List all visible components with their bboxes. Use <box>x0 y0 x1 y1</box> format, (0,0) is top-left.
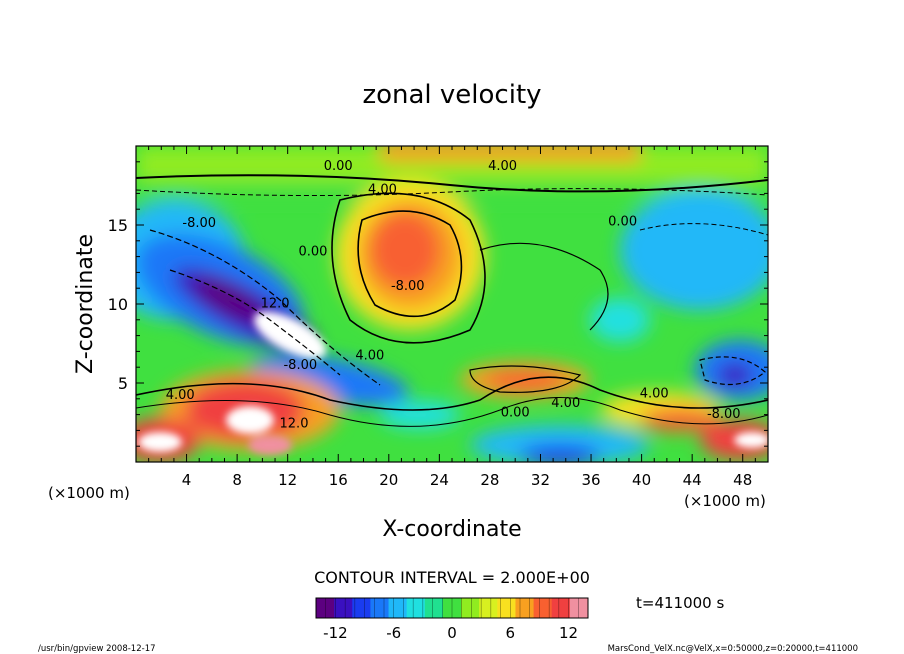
colorbar-swatch <box>424 598 444 618</box>
contour-label: 4.00 <box>551 396 580 411</box>
x-tick-label: 8 <box>232 471 242 489</box>
plot-area: 0.00 4.00 4.00 -8.00 0.00 -8.00 0.00 12.0 -8.00 4… <box>136 146 768 462</box>
colorbar-swatch <box>479 598 498 618</box>
y-tick-label: 15 <box>108 216 128 235</box>
chart-title: zonal velocity <box>362 80 541 110</box>
colorbar-swatch <box>334 598 353 618</box>
contour-label: -8.00 <box>283 358 317 373</box>
y-tick-label: 5 <box>118 374 128 393</box>
contour-labels: 0.00 4.00 4.00 -8.00 0.00 -8.00 0.00 12.0 -8.00 4… <box>166 159 741 432</box>
footer-left: /usr/bin/gpview 2008-12-17 <box>38 644 156 654</box>
colorbar-frame <box>315 597 589 619</box>
x-tick-label: 20 <box>379 471 398 489</box>
x-tick-label: 44 <box>683 471 702 489</box>
contour-line <box>469 365 582 393</box>
x-tick-label: 24 <box>430 471 449 489</box>
contour-label: 4.00 <box>488 159 517 174</box>
x-unit-left: (×1000 m) <box>48 484 130 502</box>
colorbar-swatch <box>497 598 516 618</box>
contour-line <box>357 210 463 318</box>
contour-line <box>699 356 766 386</box>
contour-lines <box>136 174 768 427</box>
colorbar-swatch <box>569 598 589 618</box>
colorbar-swatch <box>370 598 390 618</box>
x-tick-label: 48 <box>733 471 752 489</box>
y-tick-label: 10 <box>108 295 128 314</box>
contour-label: 12.0 <box>280 417 309 432</box>
x-tick-label: 32 <box>531 471 550 489</box>
contour-label: 0.00 <box>608 214 637 229</box>
contour-line <box>149 229 381 386</box>
colorbar-swatch <box>461 598 480 618</box>
contour-line <box>136 174 768 193</box>
contour-line <box>136 376 768 411</box>
colorbar-tick-label: -12 <box>323 624 348 642</box>
contour-label: 4.00 <box>640 386 669 401</box>
contour-label: -8.00 <box>707 407 741 422</box>
colorbar-swatch <box>316 598 335 618</box>
x-tick-label: 36 <box>581 471 600 489</box>
contour-line <box>331 192 486 344</box>
colorbar-swatch <box>352 598 371 618</box>
colorbar-tick-label: -6 <box>386 624 401 642</box>
x-axis: 4 8 12 16 20 24 28 32 36 40 44 48 <box>148 146 756 489</box>
contour-line <box>639 223 768 236</box>
colorbar-tick-label: 12 <box>559 624 578 642</box>
y-axis-label: Z-coordinate <box>73 234 98 374</box>
x-tick-label: 40 <box>632 471 651 489</box>
colorbar <box>315 597 589 619</box>
x-tick-label: 28 <box>480 471 499 489</box>
contour-interval: CONTOUR INTERVAL = 2.000E+00 <box>314 568 590 587</box>
colorbar-swatch <box>551 598 571 618</box>
contour-label: -8.00 <box>391 279 425 294</box>
contour-label: 0.00 <box>298 244 327 259</box>
contour-line <box>479 242 609 331</box>
contour-label: 4.00 <box>368 183 397 198</box>
contour-line <box>169 269 341 376</box>
colorbar-ticks: -12 -6 0 6 12 <box>323 624 578 642</box>
colorbar-swatch <box>406 598 426 618</box>
colorbar-swatch <box>388 598 408 618</box>
contour-label: 0.00 <box>324 159 353 174</box>
footer-right: MarsCond_VelX.nc@VelX,x=0:50000,z=0:2000… <box>608 644 858 654</box>
time-label: t=411000 s <box>636 594 724 612</box>
colorbar-tick-label: 0 <box>447 624 457 642</box>
x-axis-label: X-coordinate <box>382 517 521 542</box>
contour-label: 12.0 <box>261 296 290 311</box>
x-tick-label: 16 <box>329 471 348 489</box>
x-unit-right: (×1000 m) <box>684 492 766 510</box>
contour-line <box>136 397 768 427</box>
contour-label: 4.00 <box>355 349 384 364</box>
y-axis: 5 10 15 <box>108 161 768 447</box>
x-tick-label: 4 <box>182 471 192 489</box>
colorbar-swatch <box>515 598 535 618</box>
contour-line <box>136 188 768 197</box>
colorbar-swatch <box>533 598 553 618</box>
contour-label: 4.00 <box>166 388 195 403</box>
contour-label: -8.00 <box>182 216 216 231</box>
x-tick-label: 12 <box>278 471 297 489</box>
contour-label: 0.00 <box>501 405 530 420</box>
colorbar-tick-label: 6 <box>506 624 516 642</box>
